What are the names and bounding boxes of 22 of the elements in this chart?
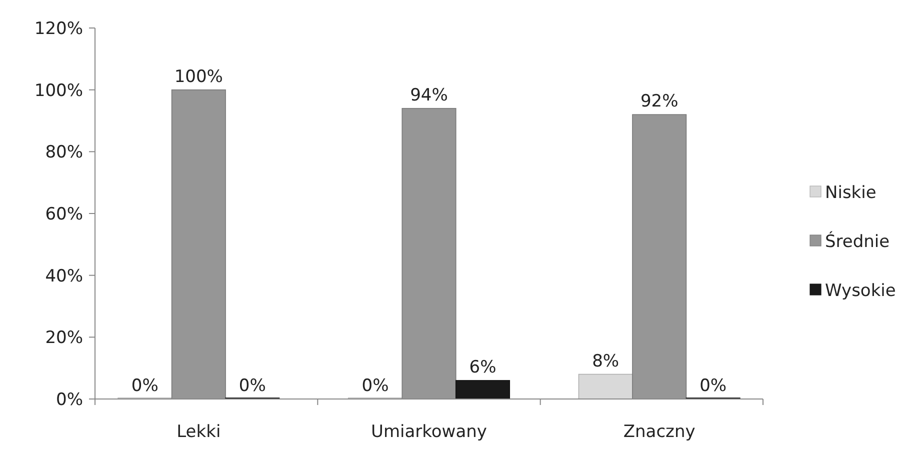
x-tick-label: Lekki bbox=[176, 422, 221, 442]
legend-label: Wysokie bbox=[825, 280, 896, 301]
data-label: 0% bbox=[362, 376, 389, 396]
data-label: 94% bbox=[410, 85, 448, 106]
y-tick-label: 40% bbox=[45, 266, 83, 286]
data-label: 8% bbox=[592, 351, 620, 372]
legend-label: Niskie bbox=[825, 182, 876, 203]
legend-label: Średnie bbox=[825, 230, 890, 252]
x-tick-label: Umiarkowany bbox=[371, 422, 487, 442]
data-label: 100% bbox=[174, 66, 223, 87]
data-label: 0% bbox=[700, 376, 727, 396]
data-label: 0% bbox=[238, 376, 266, 396]
y-tick-label: 20% bbox=[45, 328, 83, 348]
y-tick-label: 100% bbox=[34, 80, 83, 101]
data-label: 0% bbox=[131, 376, 158, 396]
data-label: 92% bbox=[640, 92, 678, 112]
x-tick-label: Znaczny bbox=[623, 422, 696, 442]
y-tick-label: 80% bbox=[45, 142, 83, 163]
y-tick-label: 60% bbox=[45, 204, 83, 224]
data-label: 6% bbox=[469, 357, 496, 378]
y-tick-label: 0% bbox=[56, 390, 83, 410]
y-tick-label: 120% bbox=[34, 18, 83, 39]
